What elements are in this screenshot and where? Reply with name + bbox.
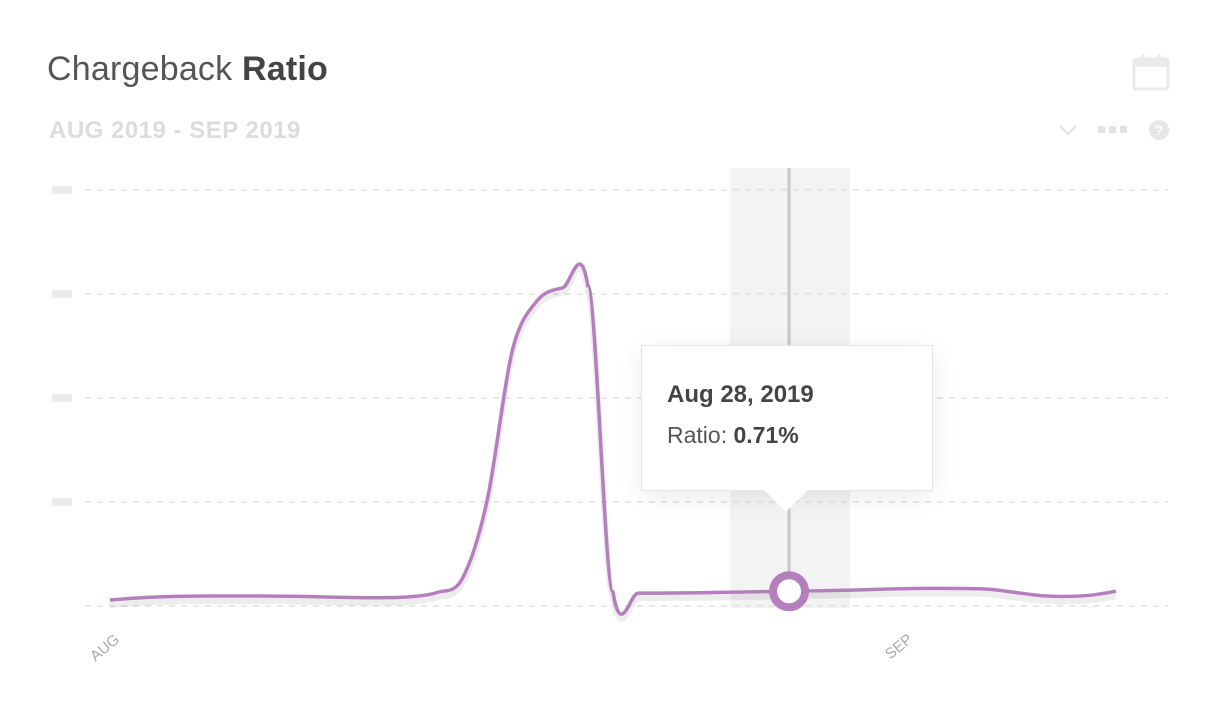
calendar-icon[interactable] [1132,52,1172,92]
y-tick-placeholder [52,394,72,402]
title-light: Chargeback [47,50,233,88]
tooltip: Aug 28, 2019 Ratio: 0.71% [641,345,933,491]
y-tick-placeholder [52,290,72,298]
help-icon[interactable]: ? [1148,119,1170,141]
y-tick-placeholder [52,186,72,194]
chevron-down-icon[interactable] [1058,124,1078,136]
highlighted-data-point [769,571,810,612]
y-tick-placeholder [52,498,72,506]
tooltip-arrow [764,490,808,512]
series-line [109,262,1117,616]
tooltip-date: Aug 28, 2019 [667,381,814,408]
svg-text:?: ? [1155,122,1164,138]
date-range-label: AUG 2019 - SEP 2019 [49,117,301,144]
tooltip-ratio-value: 0.71% [733,422,799,448]
tooltip-ratio-label: Ratio: [667,422,728,448]
series-line-shadow [109,266,1117,623]
title-bold: Ratio [242,50,328,88]
chart-title: Chargeback Ratio [47,50,328,89]
tooltip-ratio: Ratio: 0.71% [667,422,799,449]
more-icon[interactable] [1098,125,1128,135]
